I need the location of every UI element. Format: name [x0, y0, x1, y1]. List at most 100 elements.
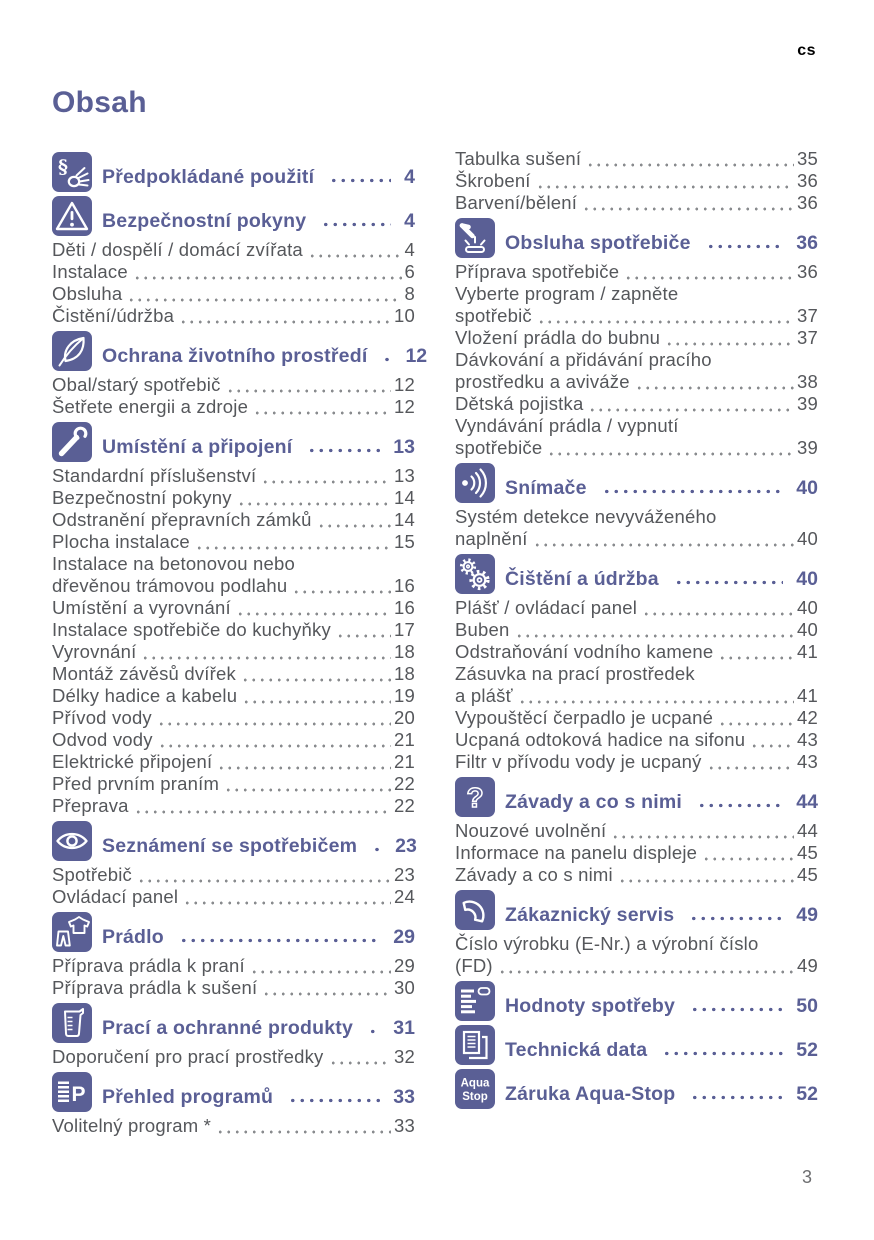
sensor-signal-icon — [455, 463, 495, 503]
toc-entry-text: Vyrovnání — [52, 641, 137, 662]
toc-entry-text: spotřebič — [455, 305, 532, 326]
toc-entry-page: 19 — [394, 685, 415, 706]
toc-section-title: Bezpečnostní pokyny — [102, 209, 307, 232]
page-number: 3 — [801, 1167, 812, 1187]
toc-entry-page: 42 — [797, 707, 818, 728]
toc-entry-page: 36 — [797, 261, 818, 282]
toc-entry-page: 37 — [797, 305, 818, 326]
leader-dots — [536, 320, 795, 324]
toc-entry: Montáž závěsů dvířek 18 — [52, 663, 415, 685]
toc-entry-text: Příprava prádla k sušení — [52, 977, 258, 998]
toc-entry: Odstranění přepravních zámků 14 — [52, 509, 415, 531]
toc-entry-line: Čistění/údržba 10 — [52, 305, 415, 327]
leader-dots — [178, 938, 381, 943]
leader-dots — [236, 502, 392, 506]
leader-dots — [665, 342, 795, 346]
toc-entry-text: Barvení/bělení — [455, 192, 578, 213]
toc-entry: Instalace na betonovou nebo dřevěnou trám… — [52, 553, 415, 597]
eye-icon — [52, 821, 92, 861]
leader-dots — [634, 386, 795, 390]
toc-entry: Délky hadice a kabelu 19 — [52, 685, 415, 707]
toc-entry-page: 39 — [797, 393, 818, 414]
svg-text:?: ? — [466, 782, 483, 813]
toc-entry-line: Standardní příslušenství 13 — [52, 465, 415, 487]
toc-entry-text: Přívod vody — [52, 707, 152, 728]
toc-entry-text: Buben — [455, 619, 510, 640]
toc-entry-line: Vyndávání prádla / vypnutí — [455, 415, 679, 436]
leader-dots — [328, 1061, 392, 1065]
leader-dots — [624, 276, 795, 280]
toc-entry-line: Ucpaná odtoková hadice na sifonu 43 — [455, 729, 818, 751]
toc-entry: Šetřete energii a zdroje 12 — [52, 396, 415, 418]
toc-entry-line: Přeprava 22 — [52, 795, 415, 817]
toc-entry-text: Standardní příslušenství — [52, 465, 257, 486]
wrench-icon — [52, 422, 92, 462]
toc-entry-text: Volitelný program * — [52, 1115, 212, 1136]
toc-entry: Vyberte program / zapněte spotřebič 37 — [455, 283, 818, 327]
toc-entry-line: prostředku a aviváže 38 — [455, 371, 818, 393]
toc-entry-line: Montáž závěsů dvířek 18 — [52, 663, 415, 685]
toc-entry: Děti / dospělí / domácí zvířata 4 — [52, 239, 415, 261]
gears-icon — [455, 554, 495, 594]
toc-entry: Buben 40 — [455, 619, 818, 641]
toc-entry-line: Barvení/bělení 36 — [455, 192, 818, 214]
toc-entry-page: 43 — [797, 751, 818, 772]
toc-entry-page: 45 — [797, 842, 818, 863]
toc-entry-text: Montáž závěsů dvířek — [52, 663, 236, 684]
toc-entry-page: 14 — [394, 487, 415, 508]
toc-column-right: Tabulka sušení 35 Škrobení 36 Barvení/bělení… — [455, 148, 818, 1112]
toc-entry-line: Děti / dospělí / domácí zvířata 4 — [52, 239, 415, 261]
toc-entry: Odstraňování vodního kamene 41 — [455, 641, 818, 663]
toc-entry-text: Plocha instalace — [52, 531, 190, 552]
toc-entry-line: Plášť / ovládací panel 40 — [455, 597, 818, 619]
toc-entry-text: Délky hadice a kabelu — [52, 685, 238, 706]
leader-dots — [705, 244, 784, 249]
measuring-cup-icon — [52, 1003, 92, 1043]
toc-entry-page: 43 — [797, 729, 818, 750]
toc-section-heading: Seznámení se spotřebičem 23 — [52, 821, 417, 861]
toc-entry-page: 44 — [797, 820, 818, 841]
toc-entry-text: Příprava spotřebiče — [455, 261, 620, 282]
toc-entry-page: 22 — [394, 795, 415, 816]
toc-entry: Filtr v přívodu vody je ucpaný 43 — [455, 751, 818, 773]
toc-entry-line: Filtr v přívodu vody je ucpaný 43 — [455, 751, 818, 773]
toc-entry: Nouzové uvolnění 44 — [455, 820, 818, 842]
toc-entry-line: Ovládací panel 24 — [52, 886, 415, 908]
toc-section-heading: ? Závady a co s nimi 44 — [455, 777, 818, 817]
toc-entry-text: Příprava prádla k praní — [52, 955, 245, 976]
leader-dots — [547, 452, 795, 456]
leader-dots — [497, 970, 795, 974]
toc-entry-line: dřevěnou trámovou podlahu 16 — [52, 575, 415, 597]
toc-entry-line: (FD) 49 — [455, 955, 818, 977]
language-code-label: cs — [797, 42, 816, 59]
toc-entry: Instalace spotřebiče do kuchyňky 17 — [52, 619, 415, 641]
toc-section-page: 12 — [405, 344, 428, 367]
toc-entry: Dávkování a přidávání pracího prostředku … — [455, 349, 818, 393]
leader-dots — [262, 992, 392, 996]
leader-dots — [183, 901, 392, 905]
toc-section-heading: Technická data 52 — [455, 1025, 818, 1065]
leader-dots — [535, 185, 795, 189]
toc-entry-line: Závady a co s nimi 45 — [455, 864, 818, 886]
toc-entry: Ucpaná odtoková hadice na sifonu 43 — [455, 729, 818, 751]
toc-entry-line: Vložení prádla do bubnu 37 — [455, 327, 818, 349]
leader-dots — [718, 722, 795, 726]
toc-entry-text: dřevěnou trámovou podlahu — [52, 575, 288, 596]
toc-entry-text: Umístění a vyrovnání — [52, 597, 231, 618]
leader-dots — [224, 788, 392, 792]
leader-dots — [253, 411, 392, 415]
toc-entry-page: 29 — [394, 955, 415, 976]
toc-section-heading: P Přehled programů 33 — [52, 1072, 415, 1112]
toc-section-title: Ochrana životního prostředí — [102, 344, 368, 367]
toc-entry-line: Instalace na betonovou nebo — [52, 553, 296, 574]
toc-entry: Informace na panelu displeje 45 — [455, 842, 818, 864]
leader-dots — [673, 580, 784, 585]
leader-dots — [307, 448, 381, 453]
page-title: Obsah — [52, 86, 147, 119]
toc-entry-text: prostředku a aviváže — [455, 371, 630, 392]
toc-section-page: 44 — [796, 790, 818, 813]
toc-entry-page: 13 — [394, 465, 415, 486]
toc-entry: Před prvním praním 22 — [52, 773, 415, 795]
warning-triangle-icon — [52, 196, 92, 236]
